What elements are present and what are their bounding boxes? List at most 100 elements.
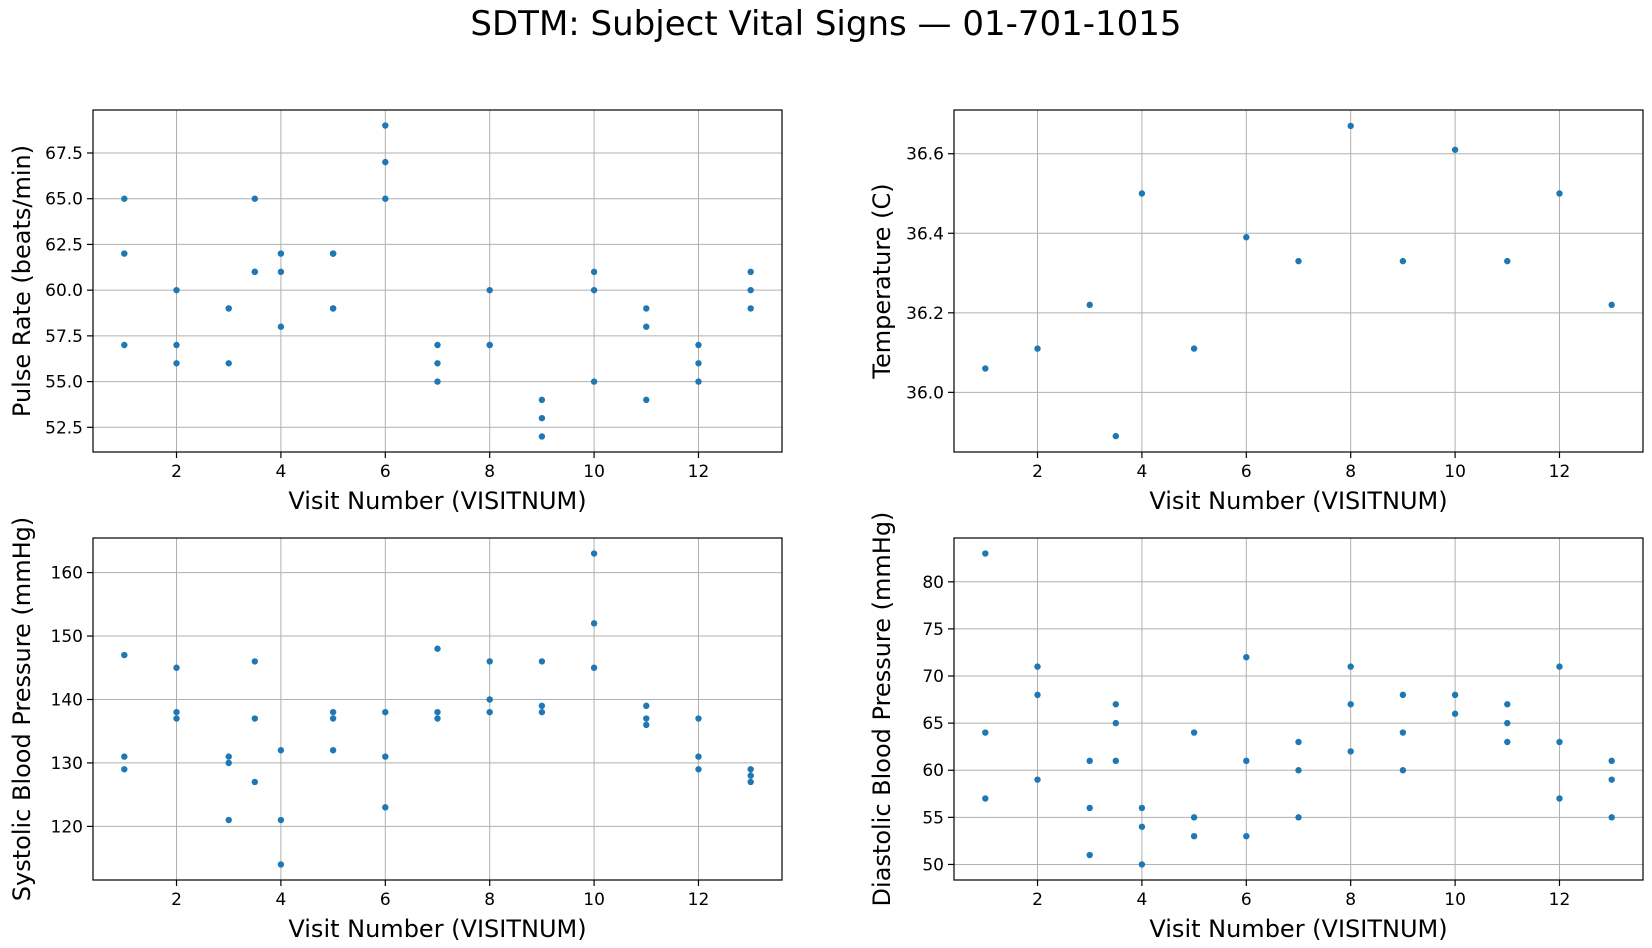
diastolic-data-point	[1295, 814, 1302, 821]
systolic-data-point	[643, 715, 650, 722]
pulse-y-tick-label: 67.5	[45, 144, 83, 164]
pulse-data-point	[434, 378, 441, 385]
pulse-y-tick-label: 55.0	[45, 373, 83, 393]
diastolic-y-tick-label: 55	[922, 808, 944, 828]
systolic-data-point	[486, 708, 493, 716]
diastolic-data-point	[1034, 776, 1041, 783]
diastolic-data-point	[1243, 757, 1250, 765]
subplot-systolic-bp: 2 4 6 8 10 12 120 130 140 150 160 Visit Number (VIS…	[8, 517, 783, 943]
temp-data-point	[1243, 234, 1250, 241]
diastolic-data-point	[1556, 795, 1563, 802]
systolic-data-point	[251, 778, 259, 786]
pulse-data-point	[747, 305, 754, 312]
systolic-y-tick-label: 120	[51, 817, 83, 837]
pulse-axes-frame	[92, 109, 783, 453]
diastolic-y-tick-label: 75	[922, 620, 944, 640]
pulse-y-tick-label: 60.0	[45, 281, 83, 301]
diastolic-y-tick-label: 70	[922, 667, 944, 687]
pulse-data-point	[590, 286, 598, 294]
diastolic-data-point	[1347, 663, 1354, 670]
temp-data-point	[1295, 257, 1302, 265]
diastolic-data-point	[982, 795, 989, 802]
pulse-data-point	[121, 341, 128, 349]
pulse-x-tick-label: 6	[380, 462, 391, 482]
systolic-data-point	[434, 708, 441, 716]
pulse-x-tick-label: 2	[171, 462, 182, 482]
diastolic-data-point	[1190, 832, 1198, 840]
temp-data-point	[1504, 257, 1511, 265]
systolic-y-tick-label: 140	[51, 690, 83, 710]
systolic-x-tick-label: 12	[688, 890, 710, 910]
pulse-data-point	[173, 360, 180, 367]
temp-data-point	[1086, 301, 1093, 309]
systolic-data-point	[382, 708, 389, 716]
diastolic-data-point	[1504, 738, 1511, 746]
diastolic-x-tick-label: 8	[1345, 890, 1356, 910]
temp-axes-frame	[953, 109, 1644, 453]
diastolic-data-point	[1138, 804, 1146, 812]
pulse-data-point	[173, 341, 180, 349]
pulse-data-point	[121, 250, 128, 257]
systolic-data-point	[538, 708, 546, 716]
systolic-data-point	[695, 715, 702, 722]
systolic-x-axis-label: Visit Number (VISITNUM)	[288, 915, 586, 943]
diastolic-data-point	[1399, 767, 1407, 774]
temp-y-axis-label: Temperature (C)	[868, 183, 896, 379]
temp-x-tick-label: 10	[1444, 462, 1466, 482]
systolic-data-point	[434, 645, 441, 652]
pulse-data-point	[121, 195, 128, 202]
temp-data-point	[1112, 432, 1120, 440]
diastolic-x-axis-label: Visit Number (VISITNUM)	[1149, 915, 1447, 943]
temp-data-point	[1347, 122, 1354, 130]
temp-x-axis-label: Visit Number (VISITNUM)	[1149, 487, 1447, 515]
systolic-data-point	[277, 816, 285, 824]
pulse-data-point	[382, 158, 389, 166]
systolic-data-point	[173, 715, 180, 722]
diastolic-y-axis-label: Diastolic Blood Pressure (mmHg)	[868, 512, 896, 907]
temp-data-point	[1190, 345, 1198, 352]
diastolic-data-point	[1243, 653, 1250, 661]
systolic-data-point	[277, 861, 285, 868]
diastolic-data-point	[1243, 832, 1250, 840]
pulse-data-point	[590, 268, 598, 276]
pulse-data-point	[382, 122, 389, 129]
subplot-temperature: 2 4 6 8 10 12 36.0 36.2 36.4 36.6 Visit Number (VI…	[868, 109, 1644, 515]
systolic-y-axis-label: Systolic Blood Pressure (mmHg)	[8, 517, 36, 901]
subplot-pulse-rate: 2 4 6 8 10 12 52.5 55.0 57.5 60.0 62.5 65.0 67.5 Visi…	[8, 109, 783, 515]
systolic-data-point	[382, 753, 389, 760]
systolic-data-point	[747, 772, 754, 779]
diastolic-x-tick-label: 6	[1241, 890, 1252, 910]
systolic-data-point	[538, 702, 546, 710]
systolic-data-point	[590, 664, 598, 671]
systolic-data-point	[173, 664, 180, 671]
diastolic-data-point	[1347, 701, 1354, 708]
pulse-data-point	[747, 286, 754, 294]
systolic-data-point	[538, 658, 546, 665]
systolic-x-tick-label: 6	[380, 890, 391, 910]
systolic-data-point	[747, 766, 754, 773]
temp-y-tick-label: 36.6	[906, 145, 944, 165]
diastolic-y-tick-label: 80	[922, 573, 944, 593]
systolic-y-tick-label: 130	[51, 754, 83, 774]
diastolic-data-point	[1608, 776, 1615, 783]
diastolic-data-point	[1138, 861, 1146, 868]
pulse-x-tick-label: 4	[275, 462, 286, 482]
systolic-data-point	[121, 766, 128, 773]
temp-x-tick-label: 8	[1345, 462, 1356, 482]
diastolic-x-tick-label: 10	[1444, 890, 1466, 910]
systolic-axes-frame	[92, 537, 783, 881]
pulse-y-tick-label: 62.5	[45, 235, 83, 255]
diastolic-data-point	[1112, 719, 1120, 727]
pulse-data-point	[173, 286, 180, 294]
systolic-data-point	[251, 658, 259, 665]
pulse-data-point	[225, 305, 232, 312]
temp-data-point	[1608, 301, 1615, 309]
temp-x-tick-label: 4	[1136, 462, 1147, 482]
temp-data-point	[1556, 190, 1563, 197]
diastolic-data-point	[1112, 701, 1120, 708]
pulse-data-point	[643, 323, 650, 330]
systolic-data-point	[225, 753, 232, 760]
systolic-x-tick-label: 10	[583, 890, 605, 910]
figure-title: SDTM: Subject Vital Signs — 01-701-1015	[470, 4, 1182, 44]
pulse-data-point	[695, 360, 702, 367]
